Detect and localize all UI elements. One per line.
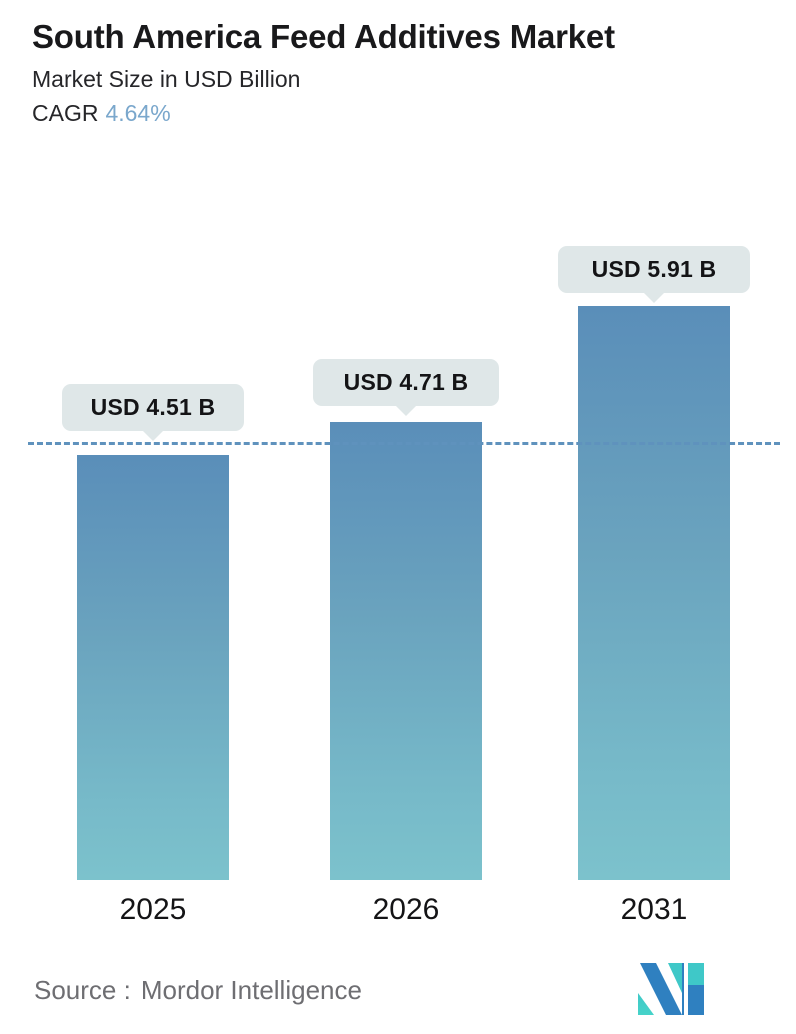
chart-subtitle: Market Size in USD Billion — [32, 65, 301, 92]
x-axis-tick-2025: 2025 — [119, 893, 187, 926]
tooltip-pointer-icon — [142, 430, 164, 441]
cagr-label: CAGR — [32, 99, 99, 126]
source-credit: Source : Mordor Intelligence — [34, 975, 362, 1006]
tooltip-pointer-icon — [643, 292, 665, 303]
data-label-2025: USD 4.51 B — [62, 384, 244, 441]
data-label-2031: USD 5.91 B — [558, 246, 750, 303]
page-title: South America Feed Additives Market — [32, 18, 615, 55]
cagr-value: 4.64% — [105, 99, 171, 126]
bar-2025[interactable] — [77, 455, 229, 880]
x-axis-tick-2031: 2031 — [620, 893, 688, 926]
data-label-2031-text: USD 5.91 B — [591, 256, 717, 282]
cagr-row: CAGR 4.64% — [32, 100, 772, 128]
reference-dashed-line — [28, 442, 780, 445]
source-value: Mordor Intelligence — [140, 975, 362, 1005]
chart-header: South America Feed Additives Market Mark… — [32, 18, 772, 127]
bar-2026[interactable] — [330, 422, 482, 880]
mordor-intelligence-logo-icon — [638, 963, 706, 1015]
bar-2031[interactable] — [578, 306, 730, 880]
tooltip-pointer-icon — [395, 405, 417, 416]
data-label-2026-text: USD 4.71 B — [343, 369, 469, 395]
source-label: Source : — [34, 975, 131, 1005]
data-label-2025-text: USD 4.51 B — [90, 394, 216, 420]
data-label-2026: USD 4.71 B — [313, 359, 499, 416]
x-axis-tick-2026: 2026 — [372, 893, 440, 926]
